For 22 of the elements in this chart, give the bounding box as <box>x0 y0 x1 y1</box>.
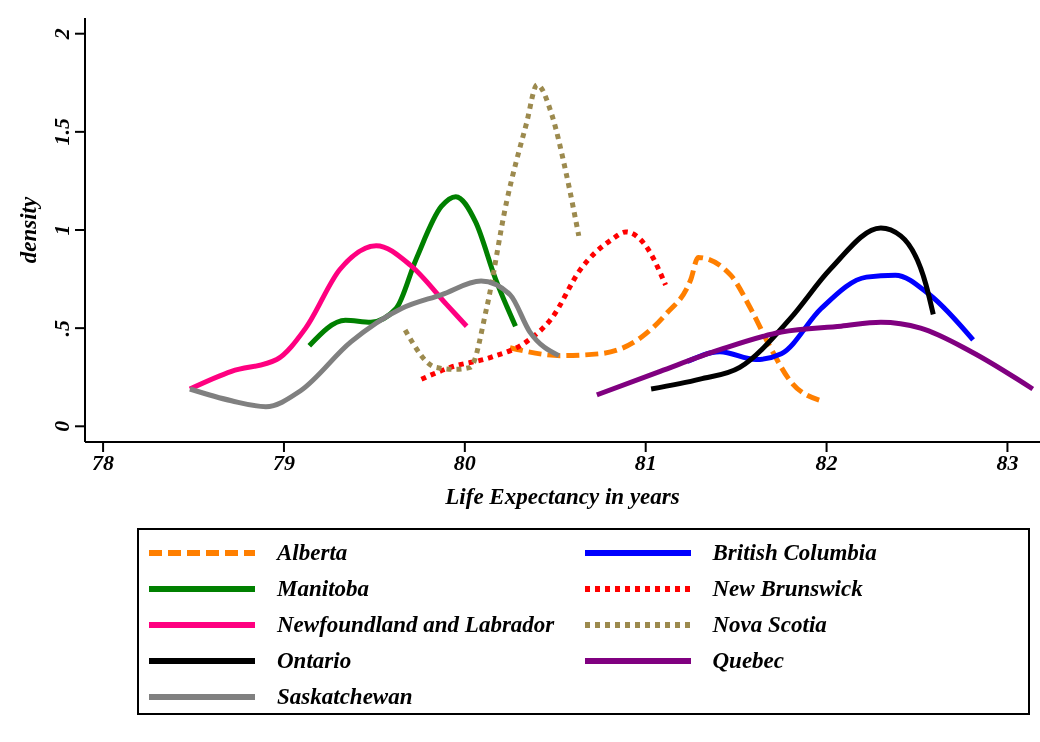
y-tick-label: 0 <box>49 420 74 432</box>
y-tick-label: .5 <box>49 319 74 337</box>
legend-label: British Columbia <box>712 539 877 566</box>
x-axis-title: Life Expectancy in years <box>444 484 680 509</box>
legend-label: Quebec <box>712 647 785 674</box>
legend-label: New Brunswick <box>712 575 863 602</box>
x-tick-label: 82 <box>815 449 838 475</box>
legend-label: Newfoundland and Labrador <box>277 611 555 638</box>
x-tick-label: 79 <box>272 449 295 475</box>
x-tick-label: 81 <box>634 449 657 475</box>
y-tick-label: 1.5 <box>49 118 74 146</box>
legend-label: Manitoba <box>277 575 370 602</box>
y-tick-label: 1 <box>49 224 74 236</box>
legend-label: Alberta <box>277 539 348 566</box>
x-tick-label: 78 <box>92 449 115 475</box>
x-tick-label: 83 <box>996 449 1019 475</box>
legend-label: Ontario <box>277 647 352 674</box>
y-axis-title: density <box>16 196 42 264</box>
y-tick-label: 2 <box>49 28 74 41</box>
legend-label: Nova Scotia <box>712 611 827 638</box>
x-tick-label: 80 <box>453 449 476 475</box>
legend-label: Saskatchewan <box>277 683 413 710</box>
